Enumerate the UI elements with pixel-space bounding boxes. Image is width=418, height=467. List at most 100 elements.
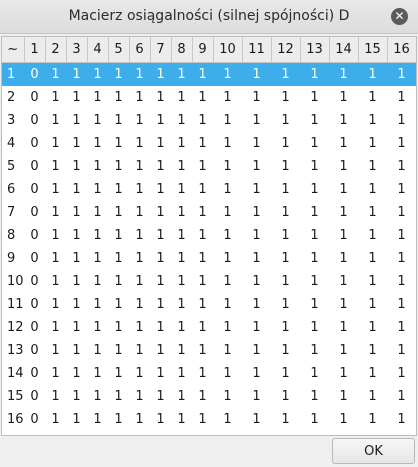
table-cell[interactable]: 1 xyxy=(397,320,406,335)
table-cell[interactable]: 0 xyxy=(30,136,39,151)
table-cell[interactable]: 1 xyxy=(310,182,319,197)
table-cell[interactable]: 1 xyxy=(114,274,123,289)
table-cell[interactable]: 1 xyxy=(368,343,377,358)
table-cell[interactable]: 1 xyxy=(114,412,123,427)
table-cell[interactable]: 1 xyxy=(114,251,123,266)
table-cell[interactable]: 1 xyxy=(177,274,186,289)
table-cell[interactable]: 1 xyxy=(310,205,319,220)
table-cell[interactable]: 1 xyxy=(114,182,123,197)
row-header[interactable]: 9 xyxy=(7,251,16,266)
table-cell[interactable]: 1 xyxy=(171,62,192,86)
table-cell[interactable]: 1 xyxy=(45,62,66,86)
table-cell[interactable]: 1 xyxy=(339,113,348,128)
table-cell[interactable]: 1 xyxy=(368,182,377,197)
table-cell[interactable]: 1 xyxy=(223,412,232,427)
table-cell[interactable]: 1 xyxy=(198,205,207,220)
table-cell[interactable]: 1 xyxy=(66,62,87,86)
table-cell[interactable]: 1 xyxy=(72,205,81,220)
table-cell[interactable]: 1 xyxy=(252,366,261,381)
table-cell[interactable]: 1 xyxy=(281,320,290,335)
table-cell[interactable]: 1 xyxy=(368,228,377,243)
table-cell[interactable]: 1 xyxy=(156,389,165,404)
table-cell[interactable]: 1 xyxy=(198,274,207,289)
table-cell[interactable]: 0 xyxy=(30,274,39,289)
table-cell[interactable]: 0 xyxy=(30,113,39,128)
table-cell[interactable]: 1 xyxy=(252,274,261,289)
table-cell[interactable]: 1 xyxy=(339,182,348,197)
table-cell[interactable]: 1 xyxy=(368,389,377,404)
table-cell[interactable]: 1 xyxy=(339,136,348,151)
table-cell[interactable]: 1 xyxy=(198,389,207,404)
table-cell[interactable]: 1 xyxy=(339,389,348,404)
table-cell[interactable]: 1 xyxy=(177,366,186,381)
ok-button[interactable]: OK xyxy=(332,438,415,464)
row-header[interactable]: 3 xyxy=(7,113,16,128)
table-cell[interactable]: 1 xyxy=(135,113,144,128)
table-cell[interactable]: 1 xyxy=(156,320,165,335)
table-cell[interactable]: 1 xyxy=(93,297,102,312)
table-cell[interactable]: 1 xyxy=(177,205,186,220)
row-header[interactable]: 15 xyxy=(7,389,24,404)
table-cell[interactable]: 1 xyxy=(108,62,129,86)
row-header[interactable]: 4 xyxy=(7,136,16,151)
table-cell[interactable]: 0 xyxy=(30,182,39,197)
table-cell[interactable]: 1 xyxy=(72,136,81,151)
column-header[interactable]: 11 xyxy=(242,37,272,63)
table-cell[interactable]: 1 xyxy=(198,113,207,128)
table-cell[interactable]: 1 xyxy=(156,182,165,197)
table-cell[interactable]: 1 xyxy=(177,159,186,174)
column-header[interactable]: 4 xyxy=(87,37,109,63)
table-cell[interactable]: 1 xyxy=(93,113,102,128)
table-cell[interactable]: 1 xyxy=(51,274,60,289)
table-cell[interactable]: 1 xyxy=(177,251,186,266)
table-cell[interactable]: 0 xyxy=(30,320,39,335)
table-cell[interactable]: 1 xyxy=(368,274,377,289)
table-cell[interactable]: 1 xyxy=(339,251,348,266)
table-cell[interactable]: 1 xyxy=(310,113,319,128)
table-cell[interactable]: 1 xyxy=(310,320,319,335)
table-cell[interactable]: 0 xyxy=(30,412,39,427)
table-cell[interactable]: 1 xyxy=(51,251,60,266)
table-cell[interactable]: 1 xyxy=(51,182,60,197)
table-cell[interactable]: 1 xyxy=(252,90,261,105)
table-cell[interactable]: 1 xyxy=(223,366,232,381)
table-cell[interactable]: 1 xyxy=(72,228,81,243)
table-cell[interactable]: 1 xyxy=(51,412,60,427)
table-cell[interactable]: 1 xyxy=(114,366,123,381)
table-cell[interactable]: 1 xyxy=(310,389,319,404)
table-cell[interactable]: 1 xyxy=(198,251,207,266)
table-cell[interactable]: 1 xyxy=(397,297,406,312)
table-cell[interactable]: 1 xyxy=(198,366,207,381)
table-cell[interactable]: 1 xyxy=(135,228,144,243)
table-cell[interactable]: 1 xyxy=(135,366,144,381)
column-header[interactable]: 6 xyxy=(129,37,151,63)
table-cell[interactable]: 1 xyxy=(114,113,123,128)
table-cell[interactable]: 1 xyxy=(300,62,329,86)
table-cell[interactable]: 1 xyxy=(150,62,171,86)
table-cell[interactable]: 1 xyxy=(87,62,108,86)
table-cell[interactable]: 1 xyxy=(281,90,290,105)
table-row[interactable]: 16 0 1 1 1 1 1 1 1 1 1 1 1 1 1 1 1 xyxy=(2,408,416,431)
column-header[interactable]: 8 xyxy=(171,37,193,63)
table-cell[interactable]: 1 xyxy=(156,251,165,266)
table-cell[interactable]: 1 xyxy=(93,389,102,404)
table-cell[interactable]: 1 xyxy=(397,182,406,197)
table-cell[interactable]: 1 xyxy=(72,297,81,312)
table-row[interactable]: 11 0 1 1 1 1 1 1 1 1 1 1 1 1 1 1 1 xyxy=(2,293,416,316)
table-cell[interactable]: 1 xyxy=(198,159,207,174)
table-cell[interactable]: 1 xyxy=(156,205,165,220)
table-cell[interactable]: 1 xyxy=(281,366,290,381)
table-row[interactable]: 12 0 1 1 1 1 1 1 1 1 1 1 1 1 1 1 1 xyxy=(2,316,416,339)
table-cell[interactable]: 1 xyxy=(252,228,261,243)
table-cell[interactable]: 1 xyxy=(51,343,60,358)
table-cell[interactable]: 1 xyxy=(51,90,60,105)
table-cell[interactable]: 1 xyxy=(252,297,261,312)
table-cell[interactable]: 1 xyxy=(281,228,290,243)
table-cell[interactable]: 1 xyxy=(51,205,60,220)
table-cell[interactable]: 1 xyxy=(114,228,123,243)
table-cell[interactable]: 1 xyxy=(72,320,81,335)
